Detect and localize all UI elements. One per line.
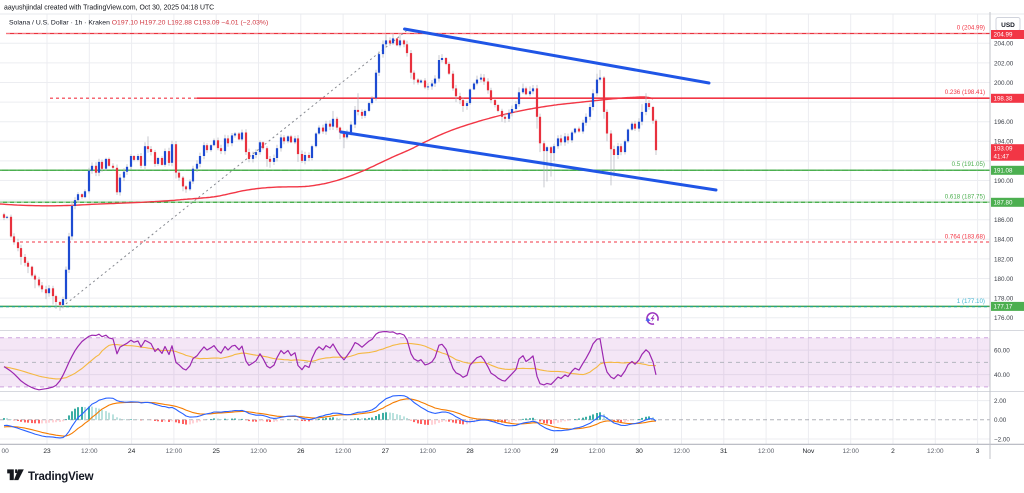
svg-text:180.00: 180.00: [994, 276, 1014, 283]
svg-text:12:00: 12:00: [504, 448, 521, 455]
svg-text:191.08: 191.08: [994, 167, 1013, 174]
svg-text:31: 31: [720, 448, 728, 455]
svg-text:194.00: 194.00: [994, 139, 1014, 146]
svg-text:30: 30: [636, 448, 644, 455]
svg-text:12:00: 12:00: [166, 448, 183, 455]
svg-text:186.00: 186.00: [994, 217, 1014, 224]
svg-text:202.00: 202.00: [994, 60, 1014, 67]
svg-text:2: 2: [891, 448, 895, 455]
svg-text:187.80: 187.80: [994, 199, 1013, 206]
svg-text:26: 26: [297, 448, 305, 455]
svg-text:TradingView: TradingView: [28, 471, 94, 483]
svg-text:aayushjindal created with Trad: aayushjindal created with TradingView.co…: [4, 5, 214, 12]
svg-text:204.00: 204.00: [994, 41, 1014, 48]
svg-text:0 (204.99): 0 (204.99): [957, 25, 985, 32]
svg-text:3: 3: [976, 448, 980, 455]
svg-text:182.00: 182.00: [994, 256, 1014, 263]
svg-text:12:00: 12:00: [927, 448, 944, 455]
svg-text:Solana / U.S. Dollar · 1h · Kr: Solana / U.S. Dollar · 1h · Kraken O197.…: [9, 20, 268, 27]
svg-text:23: 23: [43, 448, 51, 455]
svg-text:200.00: 200.00: [994, 80, 1014, 87]
svg-text:12:00: 12:00: [842, 448, 859, 455]
svg-text:1 (177.10): 1 (177.10): [957, 298, 985, 305]
svg-text:−2.00: −2.00: [994, 436, 1010, 443]
svg-text:12:00: 12:00: [589, 448, 606, 455]
svg-text:176.00: 176.00: [994, 315, 1014, 322]
svg-text:00: 00: [2, 448, 10, 455]
svg-text:28: 28: [466, 448, 474, 455]
svg-text:0.236 (198.41): 0.236 (198.41): [945, 89, 985, 96]
svg-text:0.00: 0.00: [994, 417, 1007, 424]
svg-text:41:47: 41:47: [994, 154, 1010, 161]
svg-text:198.38: 198.38: [994, 96, 1013, 103]
svg-text:177.17: 177.17: [994, 304, 1013, 311]
svg-text:12:00: 12:00: [673, 448, 690, 455]
svg-text:12:00: 12:00: [250, 448, 267, 455]
svg-text:178.00: 178.00: [994, 296, 1014, 303]
svg-text:25: 25: [213, 448, 221, 455]
svg-text:12:00: 12:00: [81, 448, 98, 455]
svg-text:Nov: Nov: [803, 448, 815, 455]
svg-text:193.09: 193.09: [994, 146, 1013, 153]
svg-text:USD: USD: [1001, 22, 1015, 29]
svg-text:12:00: 12:00: [419, 448, 436, 455]
svg-text:60.00: 60.00: [994, 348, 1010, 355]
svg-text:27: 27: [382, 448, 390, 455]
svg-text:184.00: 184.00: [994, 237, 1014, 244]
svg-text:196.00: 196.00: [994, 119, 1014, 126]
svg-text:12:00: 12:00: [335, 448, 352, 455]
svg-text:190.00: 190.00: [994, 178, 1014, 185]
svg-text:24: 24: [128, 448, 136, 455]
svg-text:0.764 (183.68): 0.764 (183.68): [945, 233, 985, 240]
svg-text:12:00: 12:00: [758, 448, 775, 455]
svg-text:29: 29: [551, 448, 559, 455]
svg-text:0.618 (187.75): 0.618 (187.75): [945, 194, 985, 201]
svg-text:40.00: 40.00: [994, 372, 1010, 379]
svg-text:2.00: 2.00: [994, 398, 1007, 405]
svg-text:0.5 (191.05): 0.5 (191.05): [952, 161, 985, 168]
svg-text:204.99: 204.99: [994, 32, 1013, 39]
